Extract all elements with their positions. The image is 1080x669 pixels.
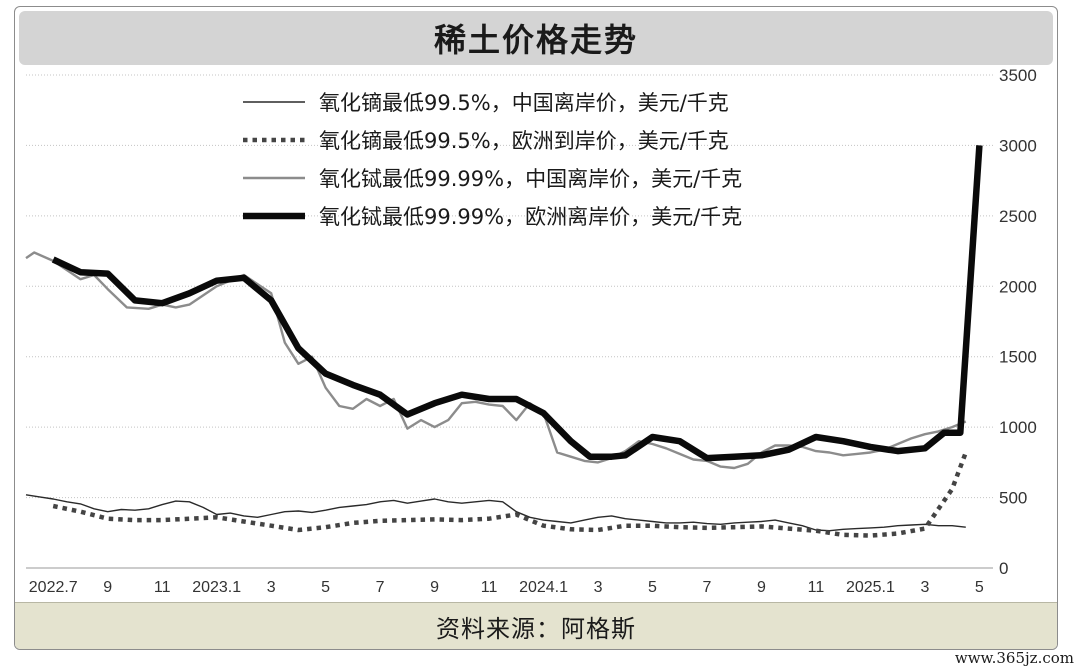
chart-title: 稀土价格走势 (433, 21, 638, 59)
legend-label: 氧化铽最低99.99%，中国离岸价，美元/千克 (319, 167, 742, 191)
legend-label: 氧化镝最低99.5%，欧洲到岸价，美元/千克 (319, 129, 729, 153)
series-line (52, 451, 968, 538)
legend-label: 氧化铽最低99.99%，欧洲离岸价，美元/千克 (319, 205, 742, 229)
x-tick-label: 9 (757, 579, 766, 596)
x-tick-label: 2024.1 (519, 579, 568, 596)
x-tick-label: 3 (267, 579, 276, 596)
series-line (25, 494, 966, 532)
source-footer: 资料来源：阿格斯 (15, 602, 1057, 649)
line-chart: 0 500 1000 1500 2000 2500 3000 3500 2022.7 9 11 202… (25, 66, 1037, 596)
x-tick-label: 9 (103, 579, 112, 596)
y-tick-label: 500 (999, 489, 1027, 508)
x-tick-label: 3 (920, 579, 929, 596)
y-tick-label: 3500 (999, 66, 1037, 85)
x-tick-label: 7 (703, 579, 712, 596)
y-tick-label: 2500 (999, 207, 1037, 226)
x-tick-label: 7 (376, 579, 385, 596)
x-tick-label: 5 (648, 579, 657, 596)
chart-frame: 稀土价格走势 0 500 1000 1500 2000 2500 3000 3500 2022.… (14, 6, 1058, 650)
x-tick-label: 5 (321, 579, 330, 596)
x-tick-label: 11 (808, 579, 825, 596)
legend-label: 氧化镝最低99.5%，中国离岸价，美元/千克 (319, 91, 729, 115)
series-line (51, 145, 983, 462)
y-tick-label: 0 (999, 559, 1008, 578)
y-tick-label: 3000 (999, 136, 1037, 155)
x-tick-label: 11 (481, 579, 498, 596)
x-tick-label: 2022.7 (29, 579, 78, 596)
watermark-text: www.365jz.com (954, 649, 1074, 667)
x-tick-label: 11 (154, 579, 171, 596)
y-tick-label: 1500 (999, 348, 1037, 367)
y-tick-label: 2000 (999, 277, 1037, 296)
title-bar: 稀土价格走势 (19, 11, 1053, 65)
x-tick-label: 3 (594, 579, 603, 596)
x-tick-label: 9 (430, 579, 439, 596)
x-tick-label: 5 (975, 579, 984, 596)
source-label: 资料来源：阿格斯 (436, 614, 636, 643)
y-tick-label: 1000 (999, 418, 1037, 437)
x-tick-label: 2023.1 (192, 579, 241, 596)
x-tick-label: 2025.1 (846, 579, 895, 596)
